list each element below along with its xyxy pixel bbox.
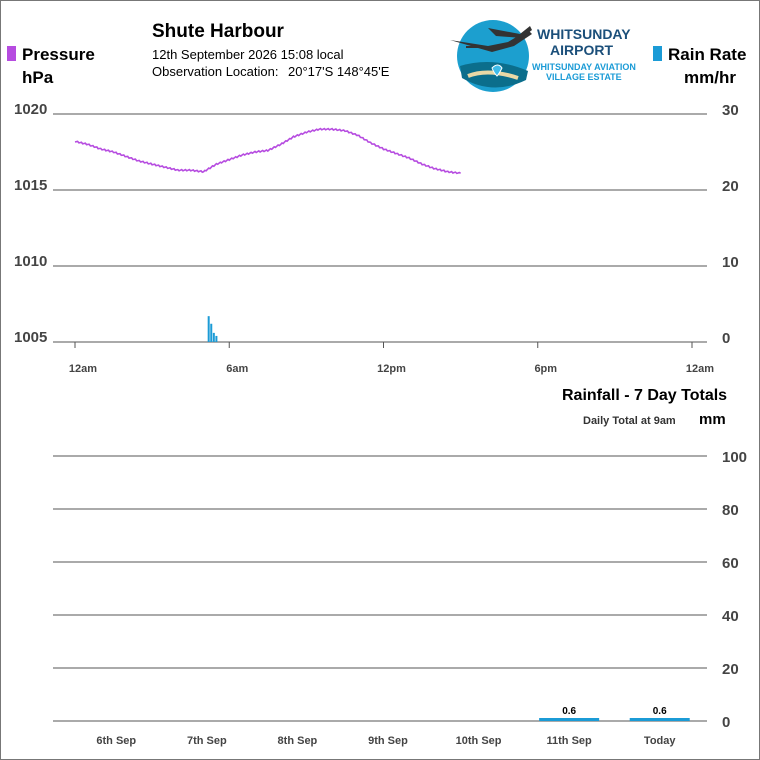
y-tick-label: 40: [722, 608, 739, 625]
pressure-legend-swatch: [7, 46, 16, 61]
y-tick-label-right: 30: [722, 102, 739, 119]
pressure-legend-label: Pressure: [22, 45, 95, 64]
x-category-label: Today: [644, 735, 676, 747]
y-tick-label-left: 1020: [14, 101, 47, 118]
x-category-label: 6th Sep: [96, 735, 136, 747]
rain-unit-label: mm/hr: [684, 68, 736, 87]
rainfall-7day-chart: 100 80 60 40 20 0 6th Sep 7th Sep 8th Sep 9th Sep…: [53, 449, 747, 747]
logo-line4: VILLAGE ESTATE: [546, 72, 622, 82]
x-category-label: 8th Sep: [278, 735, 318, 747]
y-tick-label: 100: [722, 449, 747, 466]
station-title: Shute Harbour: [152, 21, 284, 42]
observation-datetime: 12th September 2026 15:08 local: [152, 47, 344, 62]
y-tick-label: 20: [722, 661, 739, 678]
logo-line1: WHITSUNDAY: [537, 26, 631, 42]
pressure-unit-label: hPa: [22, 68, 54, 87]
rain-legend-label: Rain Rate: [668, 45, 747, 64]
pressure-series-line: [74, 127, 462, 175]
rainfall-bar: [539, 718, 600, 721]
y-tick-label-right: 0: [722, 330, 730, 347]
rainfall-unit: mm: [699, 411, 726, 428]
rain-rate-bar: [215, 335, 218, 342]
x-category-label: 10th Sep: [456, 735, 502, 747]
x-tick-label: 12am: [686, 363, 714, 375]
rainfall-subtitle: Daily Total at 9am: [583, 415, 676, 427]
rainfall-value-label: 0.6: [653, 706, 667, 717]
logo-line3: WHITSUNDAY AVIATION: [532, 62, 636, 72]
pressure-rain-chart: 1020 1015 1010 1005 30 20 10 0 12am 6am 12pm 6pm 12a…: [14, 101, 739, 375]
y-tick-label-right: 10: [722, 254, 739, 271]
x-tick-label: 12pm: [377, 363, 406, 375]
x-tick-label: 6pm: [534, 363, 557, 375]
x-tick-label: 6am: [226, 363, 248, 375]
rainfall-value-label: 0.6: [562, 706, 576, 717]
rainfall-title: Rainfall - 7 Day Totals: [562, 387, 728, 404]
y-tick-label: 60: [722, 555, 739, 572]
airport-logo-icon: [450, 20, 532, 92]
x-tick-label: 12am: [69, 363, 97, 375]
x-category-label: 9th Sep: [368, 735, 408, 747]
y-tick-label-left: 1010: [14, 253, 47, 270]
x-category-label: 11th Sep: [547, 735, 593, 747]
y-tick-label-left: 1005: [14, 329, 47, 346]
rain-rate-bar: [212, 332, 215, 342]
rain-rate-bar: [210, 323, 213, 342]
y-tick-label: 0: [722, 714, 730, 731]
rain-rate-bar: [207, 316, 210, 342]
y-tick-label-right: 20: [722, 178, 739, 195]
rain-legend-swatch: [653, 46, 662, 61]
rainfall-bar: [629, 718, 690, 721]
location-label: Observation Location:: [152, 64, 279, 79]
y-tick-label-left: 1015: [14, 177, 47, 194]
x-category-label: 7th Sep: [187, 735, 227, 747]
logo-line2: AIRPORT: [550, 42, 613, 58]
location-value: 20°17'S 148°45'E: [288, 64, 390, 79]
y-tick-label: 80: [722, 502, 739, 519]
